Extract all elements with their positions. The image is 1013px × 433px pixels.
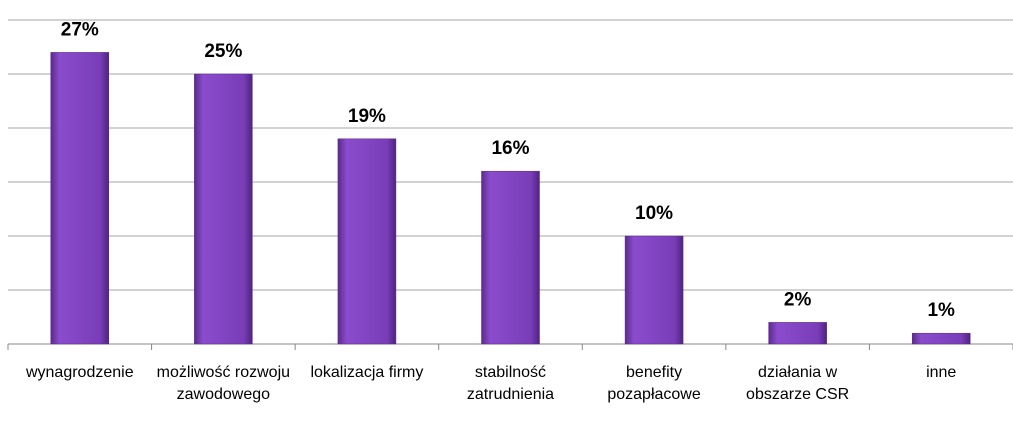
bar <box>194 73 253 345</box>
x-tick-label: lokalizacja firmy <box>310 364 424 381</box>
bar <box>481 170 540 345</box>
x-tick-label: benefity pozapłacowe <box>607 364 701 403</box>
data-label: 2% <box>784 289 812 310</box>
x-tick-label: działania w obszarze CSR <box>746 364 850 403</box>
x-tick-label: inne <box>926 364 957 381</box>
bar <box>768 322 827 345</box>
data-label: 1% <box>927 300 955 321</box>
bar <box>624 235 684 345</box>
bar <box>337 138 397 345</box>
data-label: 19% <box>348 106 386 127</box>
data-label: 16% <box>491 138 529 159</box>
x-tick-label: stabilność zatrudnienia <box>466 364 555 403</box>
x-tick-label: wynagrodzenie <box>25 364 134 381</box>
data-label: 10% <box>635 203 673 224</box>
data-label: 25% <box>204 41 242 62</box>
data-label: 27% <box>61 19 99 40</box>
x-tick-label: możliwość rozwoju zawodowego <box>156 364 291 403</box>
bar <box>50 52 110 345</box>
bar <box>911 332 971 345</box>
